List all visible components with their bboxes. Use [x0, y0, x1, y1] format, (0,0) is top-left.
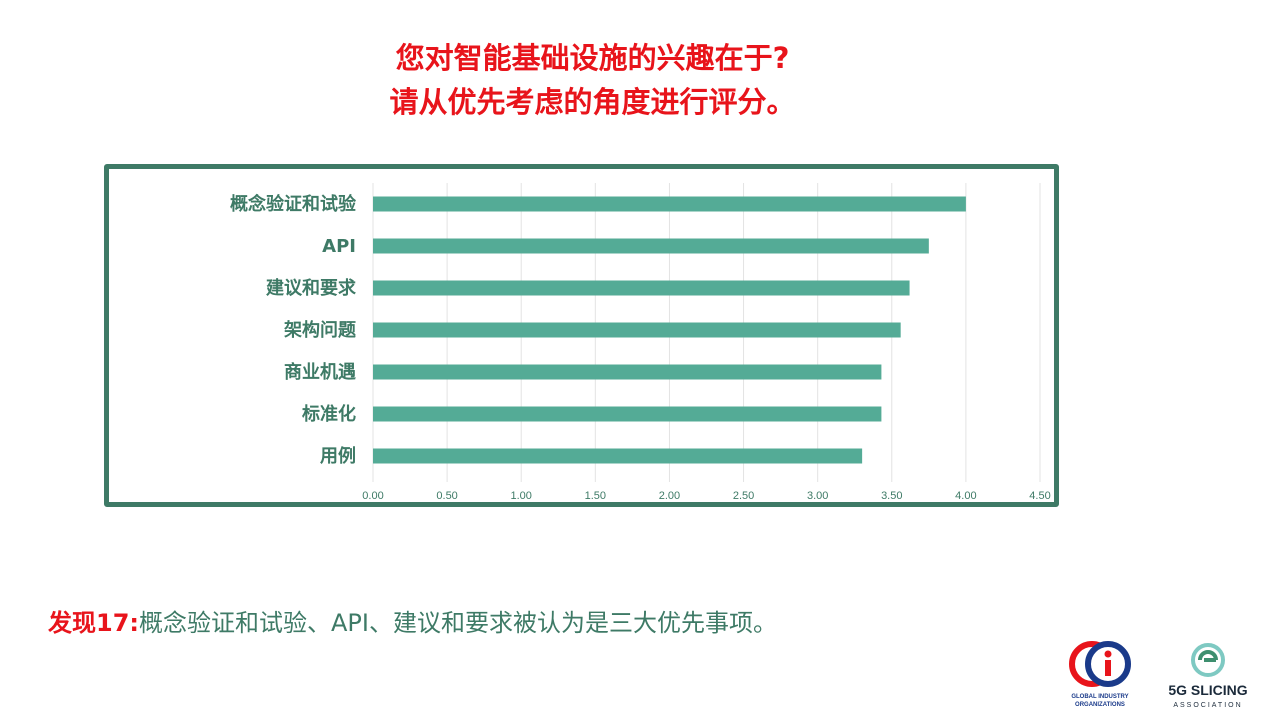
bar	[373, 239, 929, 254]
title-line-2: 请从优先考虑的角度进行评分。	[0, 80, 1185, 124]
category-label: API	[322, 236, 356, 257]
x-tick-label: 0.50	[436, 490, 457, 502]
gio-logo-line1: GLOBAL INDUSTRY	[1071, 694, 1128, 700]
x-tick-label: 4.00	[955, 490, 976, 502]
5g-slicing-association-logo: 5G SLICING ASSOCIATION	[1150, 640, 1266, 712]
5g-slicing-logo-sub: ASSOCIATION	[1173, 702, 1242, 709]
bar	[373, 323, 901, 338]
category-label: 标准化	[301, 403, 356, 425]
x-tick-label: 4.50	[1029, 490, 1050, 502]
bar-chart: 0.00 0.50 1.00 1.50 2.00 2.50 3.00 3.50 4.00 4.50…	[109, 169, 1054, 502]
bar	[373, 365, 881, 380]
title-line-1: 您对智能基础设施的兴趣在于?	[0, 36, 1185, 80]
bar	[373, 197, 966, 212]
x-tick-label: 1.50	[585, 490, 606, 502]
finding-statement: 发现17:概念验证和试验、API、建议和要求被认为是三大优先事项。	[48, 603, 777, 638]
bar	[373, 281, 910, 296]
x-tick-label: 2.50	[733, 490, 754, 502]
finding-label: 发现17:	[48, 609, 139, 637]
slide-title: 您对智能基础设施的兴趣在于? 请从优先考虑的角度进行评分。	[0, 36, 1185, 124]
category-label: 架构问题	[284, 319, 357, 341]
chart-frame: 0.00 0.50 1.00 1.50 2.00 2.50 3.00 3.50 4.00 4.50…	[104, 164, 1059, 507]
category-label: 概念验证和试验	[230, 193, 357, 215]
bar	[373, 407, 881, 422]
gio-logo-line2: ORGANIZATIONS	[1075, 702, 1125, 708]
x-tick-label: 3.00	[807, 490, 828, 502]
x-tick-label: 0.00	[362, 490, 383, 502]
category-label: 用例	[320, 445, 356, 467]
category-label: 商业机遇	[284, 361, 356, 383]
x-tick-label: 2.00	[659, 490, 680, 502]
finding-text: 概念验证和试验、API、建议和要求被认为是三大优先事项。	[139, 609, 777, 637]
5g-slicing-logo-name: 5G SLICING	[1168, 682, 1247, 698]
bar	[373, 449, 862, 464]
global-industry-organizations-logo: GLOBAL INDUSTRY ORGANIZATIONS	[1062, 640, 1138, 712]
x-tick-label: 3.50	[881, 490, 902, 502]
category-label: 建议和要求	[266, 277, 357, 299]
x-tick-label: 1.00	[511, 490, 532, 502]
